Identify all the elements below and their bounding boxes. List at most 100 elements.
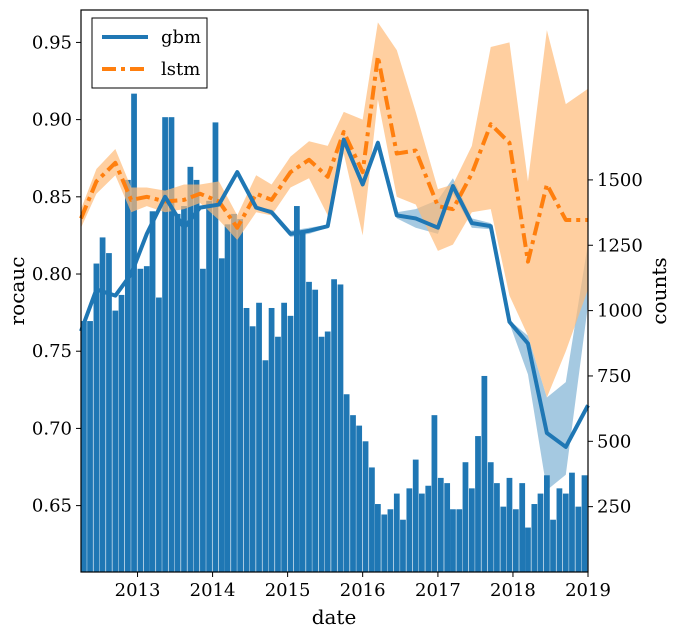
count-bar — [537, 493, 544, 572]
count-bar — [419, 493, 425, 572]
legend-label-lstm: lstm — [161, 59, 200, 80]
count-bar — [287, 315, 294, 572]
count-bar — [431, 415, 438, 572]
count-bar — [406, 488, 413, 572]
y-tick-label: 0.65 — [32, 496, 72, 517]
y2-axis-ticks: 250 500 750 1000 1250 1500 — [588, 170, 643, 518]
count-bar — [318, 336, 325, 572]
count-bar — [249, 326, 256, 572]
legend-label-gbm: gbm — [161, 27, 201, 48]
count-bar — [275, 336, 281, 572]
line-lstm — [79, 54, 588, 264]
count-bar — [243, 307, 250, 572]
y-axis-ticks: 0.65 0.70 0.75 0.80 0.85 0.90 0.95 — [32, 32, 81, 517]
x-tick-label: 2018 — [490, 580, 536, 601]
count-bar — [324, 331, 331, 572]
count-bar — [412, 459, 419, 572]
count-bar — [450, 509, 456, 572]
count-bar — [124, 179, 131, 572]
count-bar — [181, 206, 187, 572]
y2-tick-label: 1250 — [597, 235, 643, 256]
count-bar — [99, 237, 106, 573]
y2-tick-label: 500 — [597, 431, 631, 452]
count-bar — [343, 394, 350, 572]
count-bar — [525, 527, 531, 572]
count-bar — [237, 219, 244, 572]
y-tick-label: 0.85 — [32, 187, 72, 208]
count-bar — [149, 211, 156, 572]
count-bar — [512, 509, 519, 572]
count-bar — [487, 462, 494, 572]
count-bar — [575, 506, 582, 572]
count-bar — [306, 281, 312, 572]
count-bar — [494, 483, 500, 572]
y-tick-label: 0.80 — [32, 264, 72, 285]
count-bar — [475, 436, 481, 572]
count-bar — [256, 302, 262, 572]
count-bar — [231, 213, 237, 572]
count-bar — [562, 493, 569, 572]
band-lstm — [81, 22, 588, 398]
count-bar — [393, 493, 400, 572]
count-bar — [218, 258, 225, 572]
y-tick-label: 0.70 — [32, 418, 72, 439]
count-bar — [444, 483, 451, 572]
count-bar — [437, 477, 444, 572]
count-bar — [556, 488, 563, 572]
x-tick-label: 2014 — [190, 580, 236, 601]
count-bar — [506, 477, 513, 572]
count-bar — [531, 504, 538, 572]
count-bar — [400, 519, 406, 572]
count-bars — [81, 93, 588, 573]
count-bar — [299, 232, 306, 573]
count-bar — [425, 485, 432, 572]
line-gbm — [79, 137, 590, 449]
count-bar — [387, 509, 394, 572]
y2-tick-label: 1000 — [597, 301, 643, 322]
x-tick-label: 2013 — [115, 580, 161, 601]
plot-frame — [80, 9, 589, 573]
count-bar — [212, 122, 219, 573]
x-tick-label: 2019 — [565, 580, 611, 601]
y-tick-label: 0.90 — [32, 110, 72, 131]
x-axis-label: date — [312, 605, 357, 629]
x-tick-label: 2017 — [415, 580, 461, 601]
y-axis-label: rocauc — [5, 257, 29, 326]
count-bar — [268, 307, 275, 572]
x-tick-label: 2015 — [265, 580, 311, 601]
count-bar — [375, 504, 381, 572]
count-bar — [174, 213, 181, 572]
count-bar — [224, 224, 231, 573]
count-bar — [381, 514, 388, 572]
y-tick-label: 0.75 — [32, 341, 72, 362]
count-bar — [362, 441, 369, 572]
legend-box — [91, 17, 208, 89]
y-tick-label: 0.95 — [32, 32, 72, 53]
count-bar — [519, 483, 526, 572]
count-bar — [456, 509, 463, 572]
count-bar — [369, 467, 375, 572]
legend: gbm lstm — [91, 17, 208, 89]
count-bar — [193, 179, 200, 572]
count-bar — [106, 253, 112, 573]
count-bar — [312, 289, 319, 572]
y2-tick-label: 750 — [597, 366, 631, 387]
count-bar — [462, 462, 469, 572]
count-bar — [131, 93, 137, 572]
count-bar — [281, 302, 288, 572]
count-bar — [544, 475, 550, 572]
count-bar — [168, 117, 175, 573]
series-lines — [79, 54, 590, 449]
count-bar — [87, 321, 93, 572]
y2-axis-label: counts — [647, 257, 671, 324]
count-bar — [550, 519, 556, 572]
count-bar — [206, 200, 212, 572]
count-bar — [331, 279, 337, 572]
confidence-bands — [81, 22, 588, 491]
count-bar — [200, 268, 206, 572]
x-tick-label: 2016 — [340, 580, 386, 601]
count-bar — [143, 266, 150, 572]
count-bar — [337, 284, 344, 572]
count-bar — [112, 310, 119, 572]
